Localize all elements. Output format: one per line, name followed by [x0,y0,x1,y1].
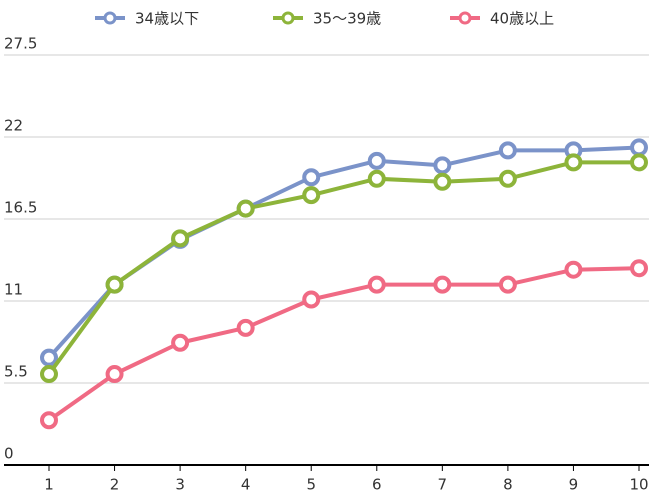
data-point [564,153,583,172]
x-tick-label: 10 [629,476,648,494]
data-point [367,275,386,294]
series-line [47,145,640,359]
data-point [630,153,648,172]
x-tick-label: 7 [438,476,448,494]
data-point [433,275,452,294]
x-tick-label: 6 [372,476,382,494]
data-point [302,186,321,205]
series-line [47,160,639,376]
data-point [367,151,386,170]
legend-marker [458,11,472,25]
data-point [171,333,190,352]
x-tick-label: 5 [306,476,316,494]
data-point [630,138,648,157]
y-tick-label: 11 [4,281,23,299]
data-point [302,290,321,309]
y-tick-label: 0 [4,445,14,463]
legend-label: 35～39歳 [313,10,381,28]
data-point [40,411,58,430]
x-tick-label: 4 [241,476,251,494]
data-point [40,365,58,384]
data-point [105,275,124,294]
series-line [47,266,640,422]
data-point [236,318,255,337]
data-point [564,260,583,279]
data-point [105,365,124,384]
data-point [498,169,517,188]
x-tick-label: 8 [503,476,513,494]
legend-label: 40歳以上 [490,10,554,28]
data-point [433,172,452,191]
y-tick-label: 5.5 [4,363,28,381]
legend-label: 34歳以下 [135,10,199,28]
y-tick-label: 22 [4,117,23,135]
x-tick-label: 1 [44,476,54,494]
data-point [630,259,648,278]
x-tick-label: 2 [110,476,120,494]
data-point [498,275,517,294]
data-point [302,168,321,187]
x-tick-label: 3 [175,476,185,494]
data-point [367,169,386,188]
data-point [433,156,452,175]
data-point [236,199,255,218]
y-tick-label: 27.5 [4,35,37,53]
legend-marker [281,11,295,25]
data-point [40,348,58,367]
legend-marker [103,11,117,25]
data-point [498,141,517,160]
x-tick-label: 9 [569,476,579,494]
data-point [171,229,190,248]
y-tick-label: 16.5 [4,199,37,217]
